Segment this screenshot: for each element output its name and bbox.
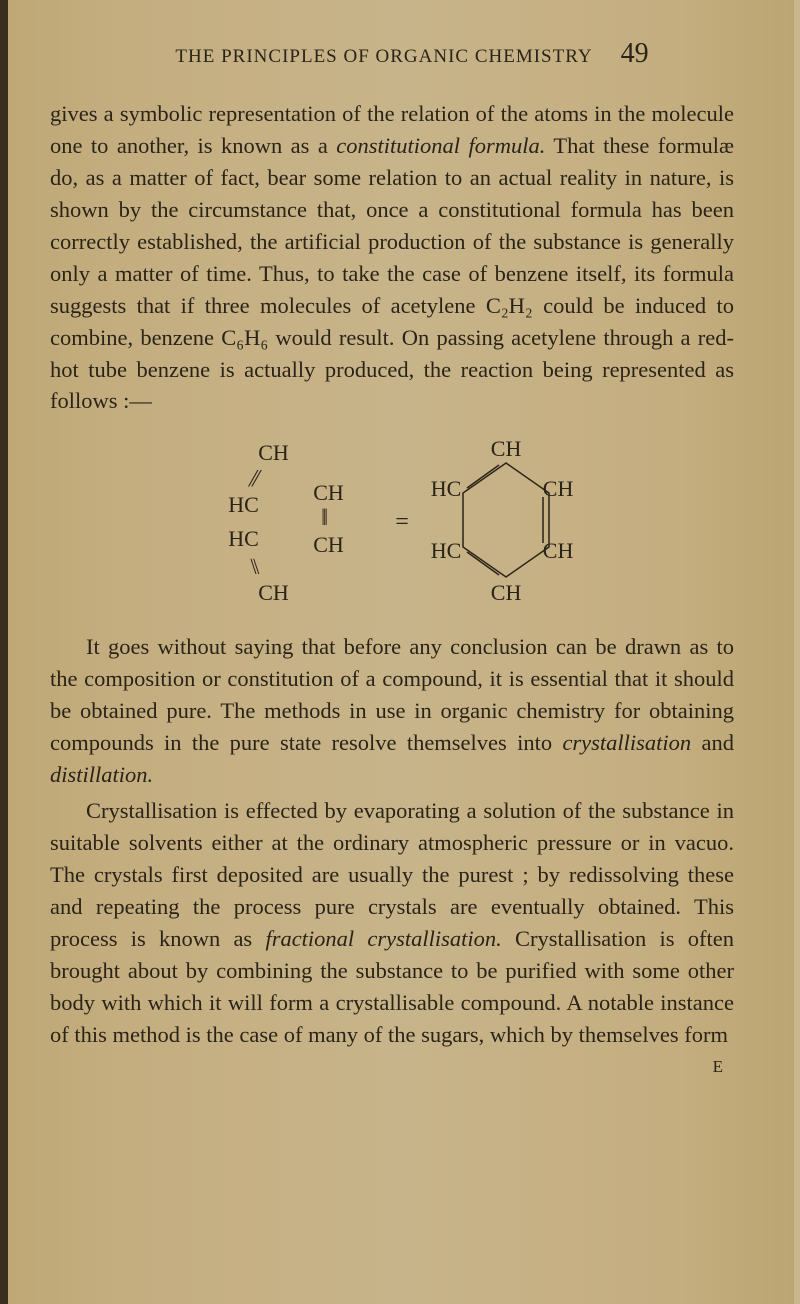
- page-content: THE PRINCIPLES OF ORGANIC CHEMISTRY 49 g…: [8, 0, 794, 1304]
- atom-label: HC: [431, 535, 462, 566]
- atom-label: CH: [543, 473, 574, 504]
- atom-label: CH: [258, 437, 289, 468]
- italic-term: fractional crystallisation.: [265, 926, 501, 951]
- book-binding-edge: [0, 0, 8, 1304]
- atom-label: CH: [258, 577, 289, 608]
- page-header: THE PRINCIPLES OF ORGANIC CHEMISTRY 49: [90, 38, 734, 70]
- atom-label: CH: [491, 577, 522, 608]
- atom-label: CH: [313, 529, 344, 560]
- atom-label: CH: [491, 433, 522, 464]
- atom-label: HC: [228, 523, 259, 554]
- benzene-structure: CH HC CH HC CH CH: [431, 437, 591, 607]
- atom-label: CH: [543, 535, 574, 566]
- chapter-title: THE PRINCIPLES OF ORGANIC CHEMISTRY: [175, 46, 592, 68]
- italic-term: distillation.: [50, 762, 153, 787]
- paragraph-1: gives a symbolic representation of the r…: [50, 98, 734, 417]
- body-text: gives a symbolic representation of the r…: [50, 98, 734, 1079]
- text-run: That these formulæ do, as a matter of fa…: [50, 133, 734, 414]
- chemical-diagram: CH ⫽ HC HC ⑊ CH CH ||| CH = CH HC: [50, 437, 734, 607]
- italic-term: constitutional formula.: [336, 133, 545, 158]
- atom-label: HC: [431, 473, 462, 504]
- atom-label: CH: [313, 477, 344, 508]
- atom-label: HC: [228, 489, 259, 520]
- page-number: 49: [621, 38, 649, 70]
- paragraph-3: Crystallisation is effected by evaporati…: [50, 795, 734, 1051]
- equals-sign: =: [395, 505, 409, 539]
- signature-mark: E: [50, 1055, 734, 1079]
- paragraph-2: It goes without saying that before any c…: [50, 631, 734, 791]
- italic-term: crystallisation: [562, 730, 691, 755]
- acetylene-structure: CH ⫽ HC HC ⑊ CH CH ||| CH: [193, 437, 373, 607]
- triple-bond: |||: [321, 503, 326, 529]
- text-run: and: [691, 730, 734, 755]
